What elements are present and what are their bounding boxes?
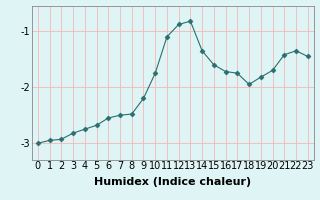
X-axis label: Humidex (Indice chaleur): Humidex (Indice chaleur) [94,177,252,187]
